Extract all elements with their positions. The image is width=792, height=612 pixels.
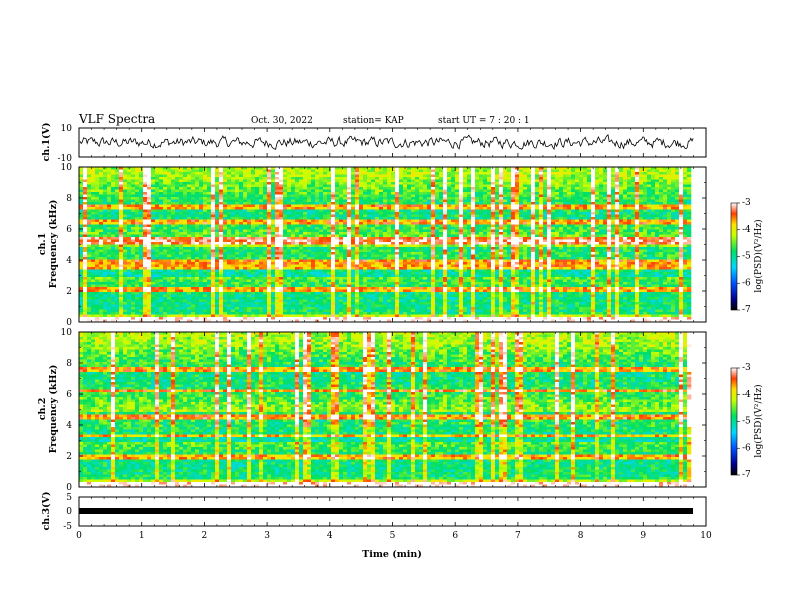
x-tick-label: 0 xyxy=(76,531,82,541)
ch1-waveform-panel: 10 -10 ch.1(V) xyxy=(41,123,707,164)
frequency-tick-label: 2 xyxy=(66,452,72,462)
ch3-signal-band xyxy=(79,508,693,514)
colorbar-tick-label: -6 xyxy=(742,443,751,453)
frequency-tick-label: 0 xyxy=(66,483,72,493)
x-axis-label: Time (min) xyxy=(362,549,422,560)
frequency-tick-label: 4 xyxy=(66,256,72,266)
frequency-tick-label: 8 xyxy=(66,359,72,369)
ch1-ytick-top: 10 xyxy=(61,124,73,134)
x-tick-label: 10 xyxy=(700,531,712,541)
frequency-tick-label: 6 xyxy=(66,225,72,235)
colorbar-tick-label: -7 xyxy=(742,470,751,480)
ch2-spec-ylabel: ch.2 xyxy=(37,398,48,421)
x-tick-label: 7 xyxy=(515,531,521,541)
colorbar-tick-label: -4 xyxy=(742,390,751,400)
ch3-ytick-bottom: -5 xyxy=(63,522,72,532)
colorbar-tick-label: -6 xyxy=(742,278,751,288)
colorbar-tick-label: -5 xyxy=(742,417,751,427)
station-label: station= KAP xyxy=(343,116,404,126)
date-label: Oct. 30, 2022 xyxy=(251,116,313,126)
ch1-spec-ylabel: ch.1 xyxy=(37,233,48,256)
x-tick-label: 9 xyxy=(640,531,646,541)
ch3-ytick-top: 5 xyxy=(66,493,72,503)
colorbar-tick-label: -3 xyxy=(742,198,751,208)
frequency-tick-label: 2 xyxy=(66,287,72,297)
colorbar-tick-label: -3 xyxy=(742,363,751,373)
frequency-tick-label: 10 xyxy=(61,163,73,173)
ch3-ytick-middle: 0 xyxy=(66,507,72,517)
frequency-tick-label: 10 xyxy=(61,328,73,338)
x-tick-label: 6 xyxy=(452,531,458,541)
start-ut-label: start UT = 7 : 20 : 1 xyxy=(438,116,530,126)
frequency-tick-label: 6 xyxy=(66,390,72,400)
x-tick-label: 8 xyxy=(578,531,584,541)
ch1-waveform-line xyxy=(79,134,694,151)
ch3-panel: 5 0 -5 ch.3(V) xyxy=(41,492,707,532)
x-tick-label: 2 xyxy=(202,531,208,541)
ch2-colorbar-label: log(PSD)(V²/Hz) xyxy=(753,384,764,457)
ch1-colorbar-label: log(PSD)(V²/Hz) xyxy=(753,219,764,292)
frequency-tick-label: 0 xyxy=(66,318,72,328)
ch1-ylabel: ch.1(V) xyxy=(41,123,52,162)
ch1-spec-ylabel-frequency: Frequency (kHz) xyxy=(48,200,59,289)
x-tick-label: 1 xyxy=(139,531,145,541)
x-axis-ticks: 0 1 2 3 4 5 6 7 8 9 10 xyxy=(76,128,712,541)
colorbar-tick-label: -4 xyxy=(742,225,751,235)
ch2-spec-ylabel-frequency: Frequency (kHz) xyxy=(48,365,59,454)
x-tick-label: 4 xyxy=(327,531,333,541)
x-tick-label: 3 xyxy=(264,531,270,541)
ch1-ytick-bottom: -10 xyxy=(58,154,73,164)
ch1-colorbar xyxy=(730,202,738,311)
colorbar-tick-label: -7 xyxy=(742,305,751,315)
ch3-ylabel: ch.3(V) xyxy=(41,492,52,531)
ch2-spectrogram-image xyxy=(79,332,692,488)
frequency-tick-label: 4 xyxy=(66,421,72,431)
ch2-colorbar xyxy=(730,367,738,476)
figure-title: VLF Spectra xyxy=(78,112,155,126)
frequency-tick-label: 8 xyxy=(66,194,72,204)
ch1-spectrogram-image xyxy=(79,167,692,323)
colorbar-tick-label: -5 xyxy=(742,252,751,262)
x-tick-label: 5 xyxy=(390,531,396,541)
